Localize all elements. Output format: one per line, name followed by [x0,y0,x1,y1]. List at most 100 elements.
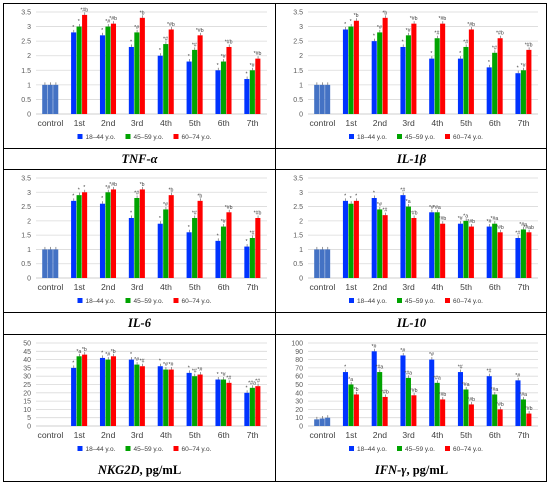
bar [434,382,440,426]
significance-marker: *a [76,349,81,355]
bar [220,379,227,426]
bar [382,215,388,278]
bar [220,226,227,278]
significance-marker: *#b [225,39,233,45]
legend-swatch [125,298,131,303]
significance-marker: *#b [410,16,418,22]
significance-marker: * [83,185,85,191]
bar [186,232,192,278]
bar [215,379,221,426]
significance-marker: *# [377,202,382,208]
bar [348,26,354,115]
bar [440,23,446,114]
significance-marker: * [459,51,461,57]
y-tick-label: 45 [23,349,31,356]
x-tick-label: 5th [460,118,472,128]
significance-marker: *# [400,188,405,194]
bar [82,14,88,115]
bar [342,200,348,278]
significance-marker: *#b [467,397,475,403]
bar [71,32,77,114]
significance-marker: *# [250,231,255,237]
significance-marker: *# [486,369,491,375]
x-tick-label: 1st [74,430,86,440]
bar [186,372,192,426]
significance-marker: * [101,196,103,202]
bar [457,372,463,426]
bar [168,29,174,114]
significance-marker: *# [521,63,526,69]
figure-grid: 0 0.5 1 1.5 2 2.5 3 3.5 control * * *#b 1st * *# *#b 2nd… [3,3,547,482]
row-divider-2 [4,169,546,170]
bar [192,49,198,115]
significance-marker: * [350,196,352,202]
significance-marker: * [217,63,219,69]
bar [53,249,59,278]
legend-swatch [349,134,354,139]
significance-marker: *#a [490,216,498,222]
legend-label: 45–59 y.o. [405,298,435,305]
significance-marker: * [217,233,219,239]
significance-marker: *b [354,13,359,19]
bar [255,58,261,114]
x-tick-label: 7th [518,118,530,128]
bar [515,73,521,114]
significance-marker: *#a [375,365,383,371]
y-tick-label: 2 [299,53,303,60]
x-tick-label: control [38,118,64,128]
significance-marker: *# [134,191,139,197]
x-tick-label: control [309,430,335,440]
significance-marker: *# [406,28,411,34]
x-tick-label: 1st [74,282,86,292]
significance-marker: *#b [467,22,475,28]
bar [382,17,388,115]
bar [497,232,503,278]
significance-marker: * [344,365,346,371]
significance-marker: *# [105,185,110,191]
y-tick-label: 15 [23,399,31,406]
bar [82,354,88,426]
bar [255,386,261,426]
significance-marker: *#b [254,51,262,57]
x-tick-label: 2nd [373,430,388,440]
significance-marker: * [159,216,161,222]
y-tick-label: 3.5 [21,10,31,17]
significance-marker: *# [463,39,468,45]
significance-marker: *# [429,205,434,211]
caption-il-10: IL-10 [396,316,427,330]
chart-panel-il-6: 0 0.5 1 1.5 2 2.5 3 3.5 control * * * 1st * *# *#b 2nd * *… [4,170,275,312]
significance-marker: *#b [80,7,88,13]
y-tick-label: 1.5 [293,233,303,240]
x-tick-label: 3rd [402,430,415,440]
significance-marker: *#b [254,211,262,217]
x-tick-label: 2nd [101,430,116,440]
y-tick-label: 10 [295,415,303,422]
bar [497,38,503,114]
x-tick-label: 7th [247,282,259,292]
bar [405,206,411,278]
significance-marker: *# [458,365,463,371]
legend-swatch [445,446,450,451]
significance-marker: *# [192,42,197,48]
y-tick-label: 30 [23,374,31,381]
significance-marker: *# [163,362,168,368]
bar [244,246,250,278]
bar [377,372,383,426]
significance-marker: *b [111,349,116,355]
bar [440,223,446,278]
bar [468,29,474,114]
bar [319,418,325,426]
bar [314,84,320,114]
bar [400,195,406,278]
y-tick-label: 1.5 [21,233,31,240]
bar [192,376,198,426]
significance-marker: *#a [433,375,441,381]
significance-marker: * [246,72,248,78]
bar [139,189,145,278]
y-tick-label: 3 [27,24,31,31]
y-tick-label: 40 [295,390,303,397]
bar [157,366,163,426]
bar [105,192,111,278]
